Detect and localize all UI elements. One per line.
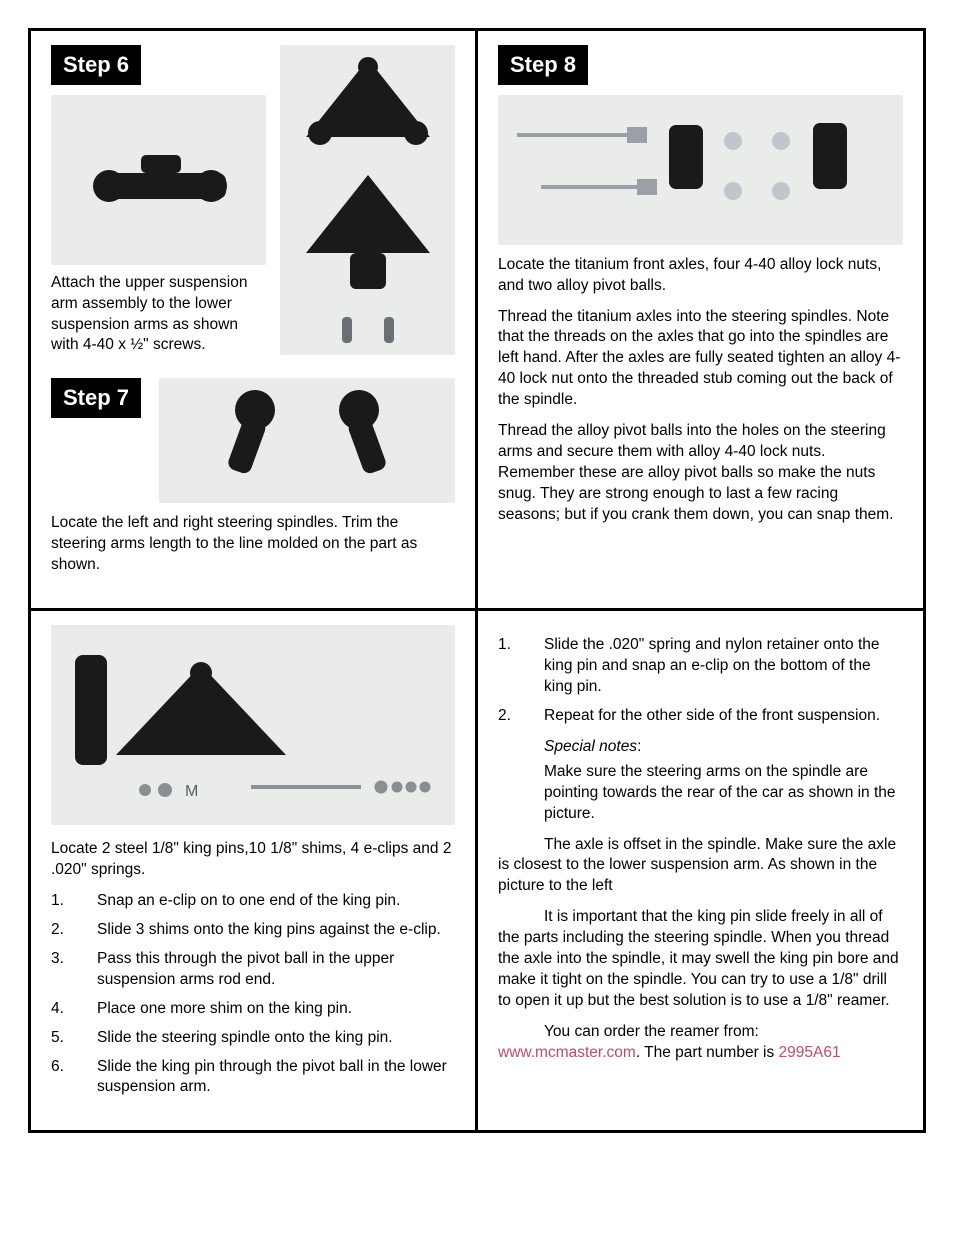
step9-continued-list: 1. Slide the .020" spring and nylon retai… [498,635,903,727]
list-num: 1. [498,635,520,698]
upper-arm-icon [280,45,455,355]
step7-block: Step 7 Locate the left and right steerin… [51,378,455,576]
special-notes-colon: : [637,738,641,755]
list-item: 3. Pass this through the pivot ball in th… [51,949,455,991]
mcmaster-link[interactable]: www.mcmaster.com [498,1044,636,1061]
step8-p2: Thread the titanium axles into the steer… [498,307,903,412]
step8-p3: Thread the alloy pivot balls into the ho… [498,421,903,526]
special-note-1: Make sure the steering arms on the spind… [544,762,903,825]
spindles-icon [177,378,437,503]
step9-list: 1. Snap an e-clip on to one end of the ki… [51,891,455,1098]
step8-photo [498,95,903,245]
list-text: Slide 3 shims onto the king pins against… [97,920,441,941]
special-note-2: The axle is offset in the spindle. Make … [498,835,903,898]
list-num: 2. [51,920,73,941]
list-text: Slide the steering spindle onto the king… [97,1028,393,1049]
step6-text: Attach the upper suspension arm assembly… [51,273,266,357]
list-item: 1. Slide the .020" spring and nylon retai… [498,635,903,698]
list-text: Slide the .020" spring and nylon retaine… [544,635,903,698]
svg-text:M: M [185,783,198,800]
list-num: 3. [51,949,73,991]
list-text: Slide the king pin through the pivot bal… [97,1057,455,1099]
list-item: 4. Place one more shim on the king pin. [51,999,455,1020]
suspension-arm-icon [51,95,266,265]
step6-label: Step 6 [51,45,141,85]
list-text: Pass this through the pivot ball in the … [97,949,455,991]
step9-photo: Step 9 M [51,625,455,825]
special-note-4: You can order the reamer from: www.mcmas… [498,1022,903,1064]
step8-label: Step 8 [498,45,588,85]
note4-partnum: 2995A61 [779,1044,841,1061]
cell-step9-continued: 1. Slide the .020" spring and nylon retai… [478,611,923,1130]
axles-parts-icon [501,95,901,245]
list-num: 5. [51,1028,73,1049]
step9-intro: Locate 2 steel 1/8" king pins,10 1/8" sh… [51,839,455,881]
step6-photo-right [280,45,455,355]
list-item: 2. Slide 3 shims onto the king pins again… [51,920,455,941]
step7-text: Locate the left and right steering spind… [51,513,455,576]
special-notes-block: Special notes: Make sure the steering ar… [498,737,903,825]
list-item: 5. Slide the steering spindle onto the ki… [51,1028,455,1049]
list-num: 2. [498,706,520,727]
list-item: 6. Slide the king pin through the pivot b… [51,1057,455,1099]
list-num: 6. [51,1057,73,1099]
step6-block: Step 6 Attach the upper suspension arm a… [51,45,455,366]
step6-photo-left [51,95,266,265]
cell-step9: Step 9 M [31,611,478,1130]
special-notes-heading: Special notes: [544,737,903,758]
list-num: 4. [51,999,73,1020]
note4-mid: . The part number is [636,1044,779,1061]
list-text: Place one more shim on the king pin. [97,999,352,1020]
special-notes-label: Special notes [544,738,637,755]
cell-step6-step7: Step 6 Attach the upper suspension arm a… [31,31,478,611]
step8-p1: Locate the titanium front axles, four 4-… [498,255,903,297]
list-num: 1. [51,891,73,912]
list-text: Snap an e-clip on to one end of the king… [97,891,400,912]
kingpin-assembly-icon: M [51,625,451,825]
list-item: 2. Repeat for the other side of the front… [498,706,903,727]
instruction-page: Step 6 Attach the upper suspension arm a… [28,28,926,1133]
special-note-3: It is important that the king pin slide … [498,907,903,1012]
list-item: 1. Snap an e-clip on to one end of the ki… [51,891,455,912]
list-text: Repeat for the other side of the front s… [544,706,880,727]
note4-pre: You can order the reamer from: [544,1023,759,1040]
step7-label: Step 7 [51,378,141,418]
cell-step8: Step 8 [478,31,923,611]
step7-photo [159,378,455,503]
